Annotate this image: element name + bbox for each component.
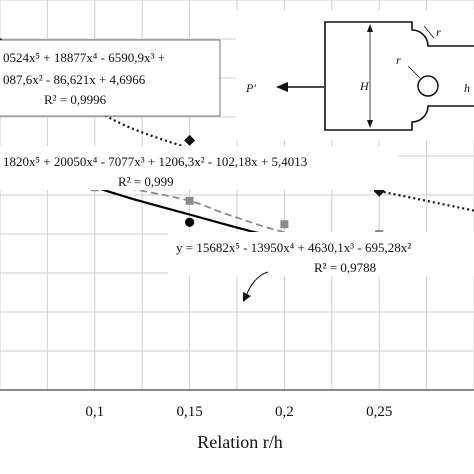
equation-1-r2: R² = 0,9996	[44, 92, 107, 107]
x-tick-label-0: 0,1	[85, 404, 104, 420]
height-label: H	[359, 79, 370, 93]
x-tick-labels: 0,1 0,15 0,2 0,25	[85, 404, 392, 420]
radius-label-outer: r	[436, 25, 441, 39]
equation-1-line-2: 087,6x² - 86,621x + 4,6966	[3, 72, 146, 87]
force-label: P'	[245, 81, 256, 95]
right-partial-label: h	[464, 81, 470, 95]
equation-3-r2: R² = 0,9788	[314, 260, 376, 275]
x-tick-label-1: 0,15	[176, 404, 202, 420]
equation-2-line-1: 1820x⁵ + 20050x⁴ - 7077x³ + 1206,3x² - 1…	[3, 154, 307, 169]
annotation-arrow	[243, 271, 269, 302]
specimen-hole	[417, 75, 439, 97]
equation-1-line-1: 0524x⁵ + 18877x⁴ - 6590,9x³ +	[3, 50, 165, 65]
series-2-point-2	[185, 196, 194, 205]
equation-3-line-1: y = 15682x⁵ - 13950x⁴ + 4630,1x³ - 695,2…	[176, 240, 411, 255]
specimen-diagram: P' H r r h	[236, 10, 474, 140]
radius-label-inner: r	[396, 53, 401, 67]
specimen-outline	[324, 21, 474, 131]
series-2-point-3	[280, 220, 289, 229]
equation-box-2: 1820x⁵ + 20050x⁴ - 7077x³ + 1206,3x² - 1…	[0, 146, 398, 190]
equation-2-r2: R² = 0,999	[118, 174, 174, 189]
x-tick-label-3: 0,25	[366, 404, 392, 420]
equation-box-3: y = 15682x⁵ - 13950x⁴ + 4630,1x³ - 695,2…	[168, 232, 474, 276]
x-tick-label-2: 0,2	[275, 404, 294, 420]
series-3-point-2	[185, 217, 195, 227]
equation-box-1: 0524x⁵ + 18877x⁴ - 6590,9x³ + 087,6x² - …	[0, 39, 221, 117]
x-axis-label: Relation r/h	[197, 432, 282, 452]
force-arrow-head	[276, 82, 288, 92]
series-1-point-2	[184, 134, 196, 146]
